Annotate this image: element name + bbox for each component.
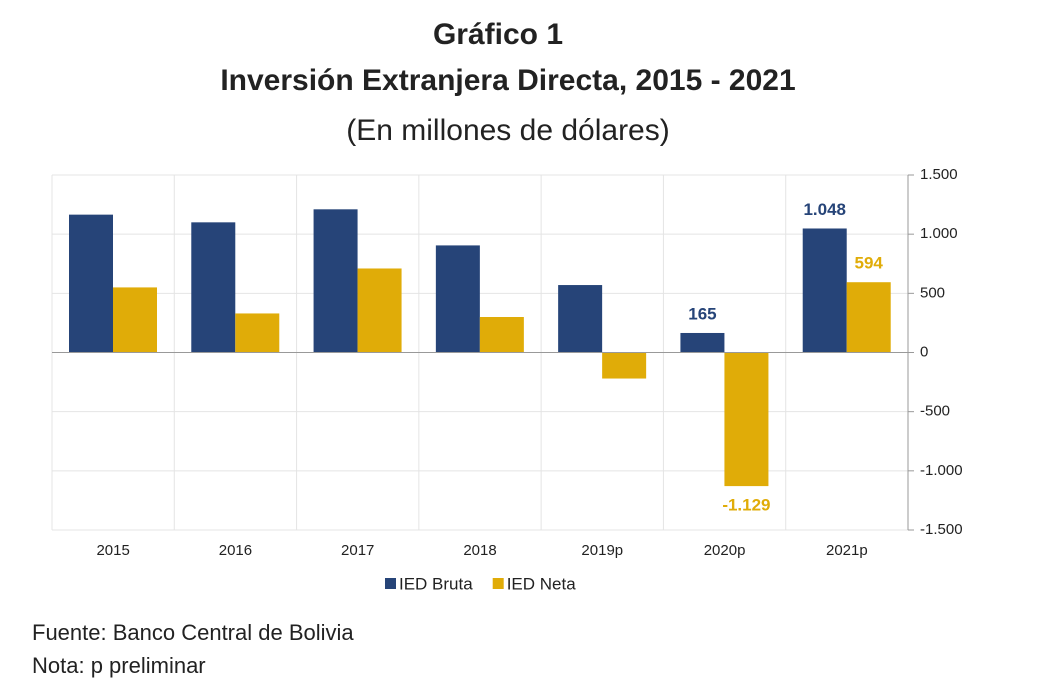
chart-subtitle: Inversión Extranjera Directa, 2015 - 202… bbox=[220, 64, 795, 97]
data-label: 165 bbox=[688, 304, 716, 323]
data-label: -1.129 bbox=[722, 496, 770, 515]
y-tick-label: -500 bbox=[920, 403, 950, 420]
bar bbox=[313, 209, 358, 353]
x-tick-label: 2021p bbox=[826, 542, 868, 559]
data-label: 1.048 bbox=[803, 200, 846, 219]
x-tick-label: 2018 bbox=[463, 542, 496, 559]
bar bbox=[191, 222, 236, 353]
x-tick-label: 2015 bbox=[96, 542, 129, 559]
data-label: 594 bbox=[855, 254, 884, 273]
y-tick-label: -1.000 bbox=[920, 462, 963, 479]
y-tick-label: 0 bbox=[920, 343, 928, 360]
bar bbox=[846, 282, 891, 353]
bar bbox=[479, 317, 524, 353]
source-note: Fuente: Banco Central de Bolivia bbox=[32, 620, 354, 645]
x-tick-label: 2016 bbox=[219, 542, 252, 559]
x-tick-label: 2017 bbox=[341, 542, 374, 559]
x-tick-label: 2019p bbox=[581, 542, 623, 559]
y-tick-label: 1.500 bbox=[920, 166, 958, 183]
footnote: Nota: p preliminar bbox=[32, 653, 206, 678]
y-tick-label: -1.500 bbox=[920, 521, 963, 538]
bar bbox=[357, 268, 402, 353]
bar bbox=[435, 245, 480, 353]
bar bbox=[113, 287, 157, 353]
bar bbox=[680, 332, 725, 353]
legend-swatch bbox=[492, 578, 504, 589]
y-tick-label: 1.000 bbox=[920, 225, 958, 242]
chart-title: Gráfico 1 bbox=[433, 18, 563, 51]
bar bbox=[802, 228, 847, 353]
chart-units: (En millones de dólares) bbox=[346, 114, 669, 147]
bar bbox=[558, 285, 603, 353]
legend-label: IED Bruta bbox=[399, 574, 473, 593]
legend-swatch bbox=[385, 578, 396, 589]
bar bbox=[235, 313, 280, 353]
y-tick-label: 500 bbox=[920, 284, 945, 301]
bar bbox=[724, 352, 769, 487]
bar bbox=[69, 214, 113, 353]
legend-label: IED Neta bbox=[507, 574, 577, 593]
bar bbox=[602, 352, 647, 379]
x-tick-label: 2020p bbox=[704, 542, 746, 559]
